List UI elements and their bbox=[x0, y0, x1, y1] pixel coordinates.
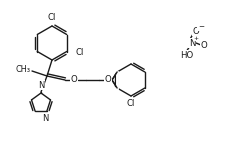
Text: N: N bbox=[42, 114, 48, 123]
Text: Cl: Cl bbox=[127, 100, 135, 109]
Text: −: − bbox=[198, 24, 204, 30]
Text: O: O bbox=[201, 40, 207, 50]
Text: +: + bbox=[193, 35, 199, 40]
Text: N: N bbox=[38, 80, 44, 90]
Text: O: O bbox=[105, 76, 111, 85]
Text: Cl: Cl bbox=[48, 13, 56, 22]
Text: Cl: Cl bbox=[76, 48, 84, 57]
Text: N: N bbox=[189, 39, 195, 48]
Text: O: O bbox=[71, 76, 77, 85]
Text: O: O bbox=[193, 26, 199, 35]
Text: HO: HO bbox=[180, 50, 193, 59]
Text: CH₃: CH₃ bbox=[15, 66, 30, 74]
